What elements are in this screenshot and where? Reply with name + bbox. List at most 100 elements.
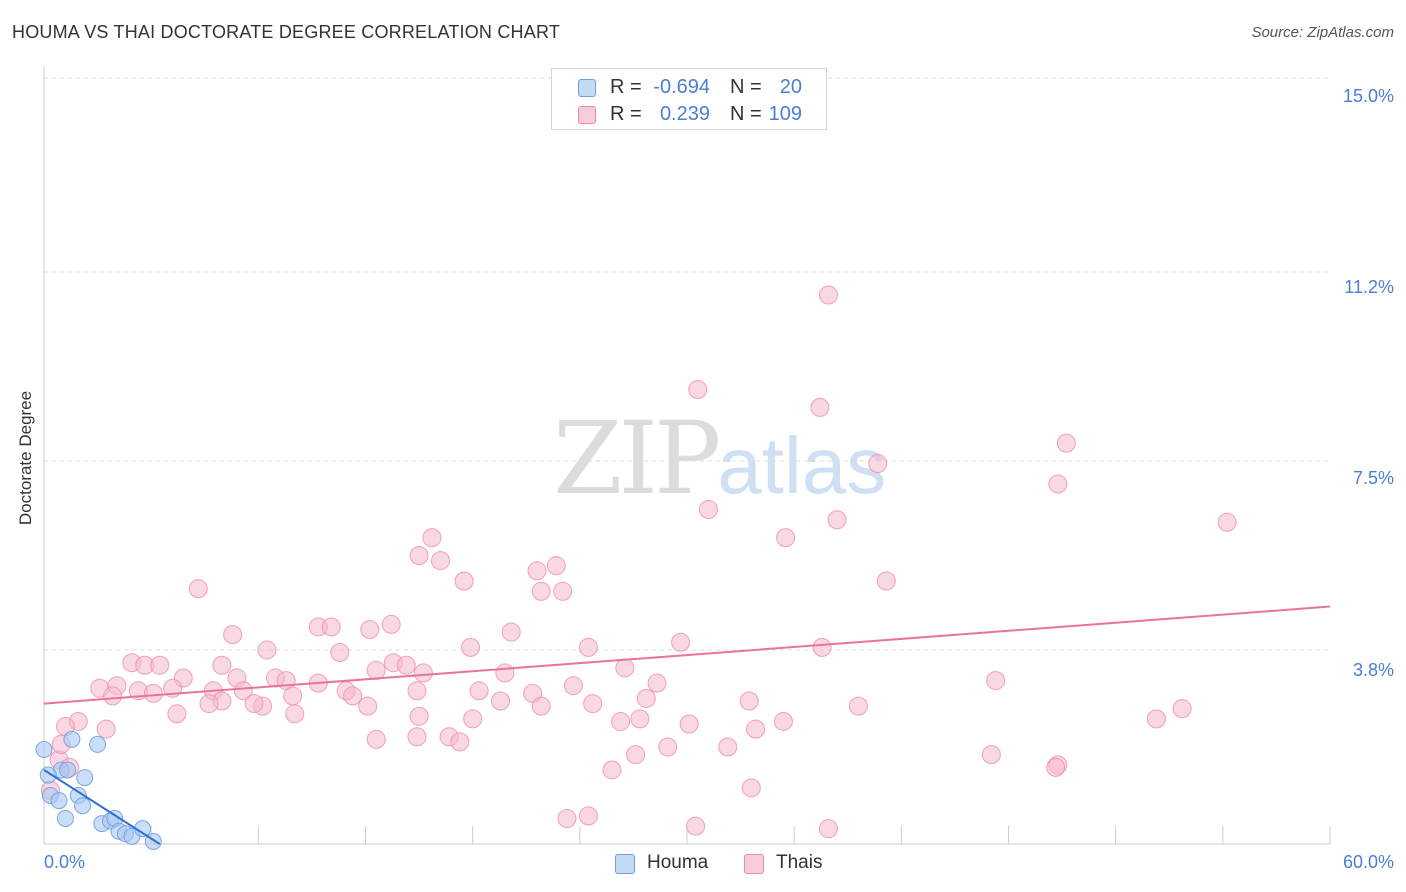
thai-point-34 (150, 655, 170, 675)
thai-point-15 (454, 571, 474, 591)
thai-point-22 (321, 617, 341, 637)
thai-point-20 (381, 614, 401, 634)
thai-point-9 (776, 528, 796, 548)
thai-point-7 (827, 510, 847, 530)
thai-point-86 (746, 719, 766, 739)
thais-legend-label: Thais (776, 852, 823, 873)
thai-point-23 (360, 620, 380, 640)
houma-point-19 (39, 766, 57, 784)
houma-trend-line (43, 769, 161, 845)
thai-point-88 (96, 719, 116, 739)
thai-point-24 (501, 622, 521, 642)
thai-point-62 (283, 686, 303, 706)
thai-point-74 (531, 696, 551, 716)
thai-point-90 (407, 727, 427, 747)
thai-point-81 (773, 711, 793, 731)
houma-point-10 (56, 809, 74, 827)
thai-point-1 (688, 380, 708, 400)
thai-point-75 (167, 704, 187, 724)
thai-point-102 (686, 816, 706, 836)
thai-point-68 (358, 696, 378, 716)
watermark-zip: ZIP (553, 400, 721, 517)
houma-n-label: N = (730, 76, 762, 98)
thai-point-38 (396, 655, 416, 675)
thai-point-101 (557, 808, 577, 828)
y-tick-3-8: 3.8% (1352, 660, 1394, 680)
thais-r-label: R = (610, 103, 642, 125)
thais-n-value: 109 (768, 103, 802, 125)
thai-point-73 (848, 696, 868, 716)
thai-point-103 (818, 819, 838, 839)
watermark: ZIPatlas (553, 400, 886, 517)
thai-point-16 (876, 571, 896, 591)
thai-point-78 (463, 709, 483, 729)
thai-point-35 (212, 655, 232, 675)
y-tick-7-5: 7.5% (1352, 468, 1394, 488)
houma-point-3 (63, 730, 81, 748)
thai-point-3 (1056, 433, 1076, 453)
stats-legend: R = -0.694 N = 20 R = 0.239 N = 109 (551, 68, 827, 130)
thais-r-value: 0.239 (659, 103, 710, 125)
thai-point-27 (461, 637, 481, 657)
thai-point-89 (366, 729, 386, 749)
thai-point-95 (986, 671, 1006, 691)
thai-point-29 (812, 637, 832, 657)
thai-point-4 (868, 454, 888, 474)
thai-point-13 (527, 561, 547, 581)
thai-point-93 (658, 737, 678, 757)
thai-point-82 (679, 714, 699, 734)
thai-point-2 (810, 397, 830, 417)
houma-point-9 (74, 797, 92, 815)
houma-r-label: R = (610, 76, 642, 98)
houma-point-0 (35, 741, 53, 759)
thai-point-66 (244, 694, 264, 714)
houma-legend-swatch (615, 854, 635, 874)
thai-point-92 (450, 732, 470, 752)
houma-point-4 (89, 735, 107, 753)
legend-row-houma: R = -0.694 N = 20 (552, 73, 826, 101)
thai-point-28 (671, 632, 691, 652)
thai-point-40 (495, 663, 515, 683)
thai-point-105 (741, 778, 761, 798)
thai-point-6 (698, 500, 718, 520)
thai-point-31 (330, 643, 350, 662)
thai-trend-line (43, 605, 1331, 705)
thai-point-77 (409, 706, 429, 726)
thai-point-19 (553, 581, 573, 601)
thai-point-72 (739, 691, 759, 711)
thai-point-57 (469, 681, 489, 701)
legend-row-thais: R = 0.239 N = 109 (552, 100, 826, 128)
thai-point-10 (422, 528, 442, 548)
thai-point-96 (981, 745, 1001, 765)
houma-point-7 (50, 792, 68, 810)
series-legend: Houma Thais (0, 852, 1406, 878)
thai-point-14 (546, 556, 566, 576)
thai-point-36 (366, 660, 386, 680)
thai-point-61 (103, 686, 123, 706)
chart-title: HOUMA VS THAI DOCTORATE DEGREE CORRELATI… (12, 22, 561, 42)
thai-point-104 (602, 760, 622, 780)
thai-point-12 (431, 551, 451, 571)
x-tick-min: 0.0% (44, 852, 86, 872)
thai-point-98 (1046, 757, 1066, 777)
thai-point-69 (491, 691, 511, 711)
houma-legend-label: Houma (647, 852, 709, 873)
houma-point-5 (76, 769, 94, 787)
thai-point-79 (611, 711, 631, 731)
houma-r-value: -0.694 (653, 76, 710, 98)
thais-n-label: N = (730, 103, 762, 125)
thai-point-99 (626, 745, 646, 765)
thai-point-67 (199, 694, 219, 714)
thai-point-39 (413, 663, 433, 683)
thai-point-59 (563, 676, 583, 696)
thai-point-60 (647, 673, 667, 693)
thai-point-25 (223, 625, 243, 645)
thai-point-0 (818, 285, 838, 305)
x-tick-max: 60.0% (1342, 852, 1394, 872)
thai-point-11 (409, 545, 429, 565)
thai-point-30 (257, 640, 277, 660)
houma-point-2 (59, 761, 77, 779)
thai-point-70 (583, 694, 603, 714)
thai-point-100 (578, 806, 598, 826)
